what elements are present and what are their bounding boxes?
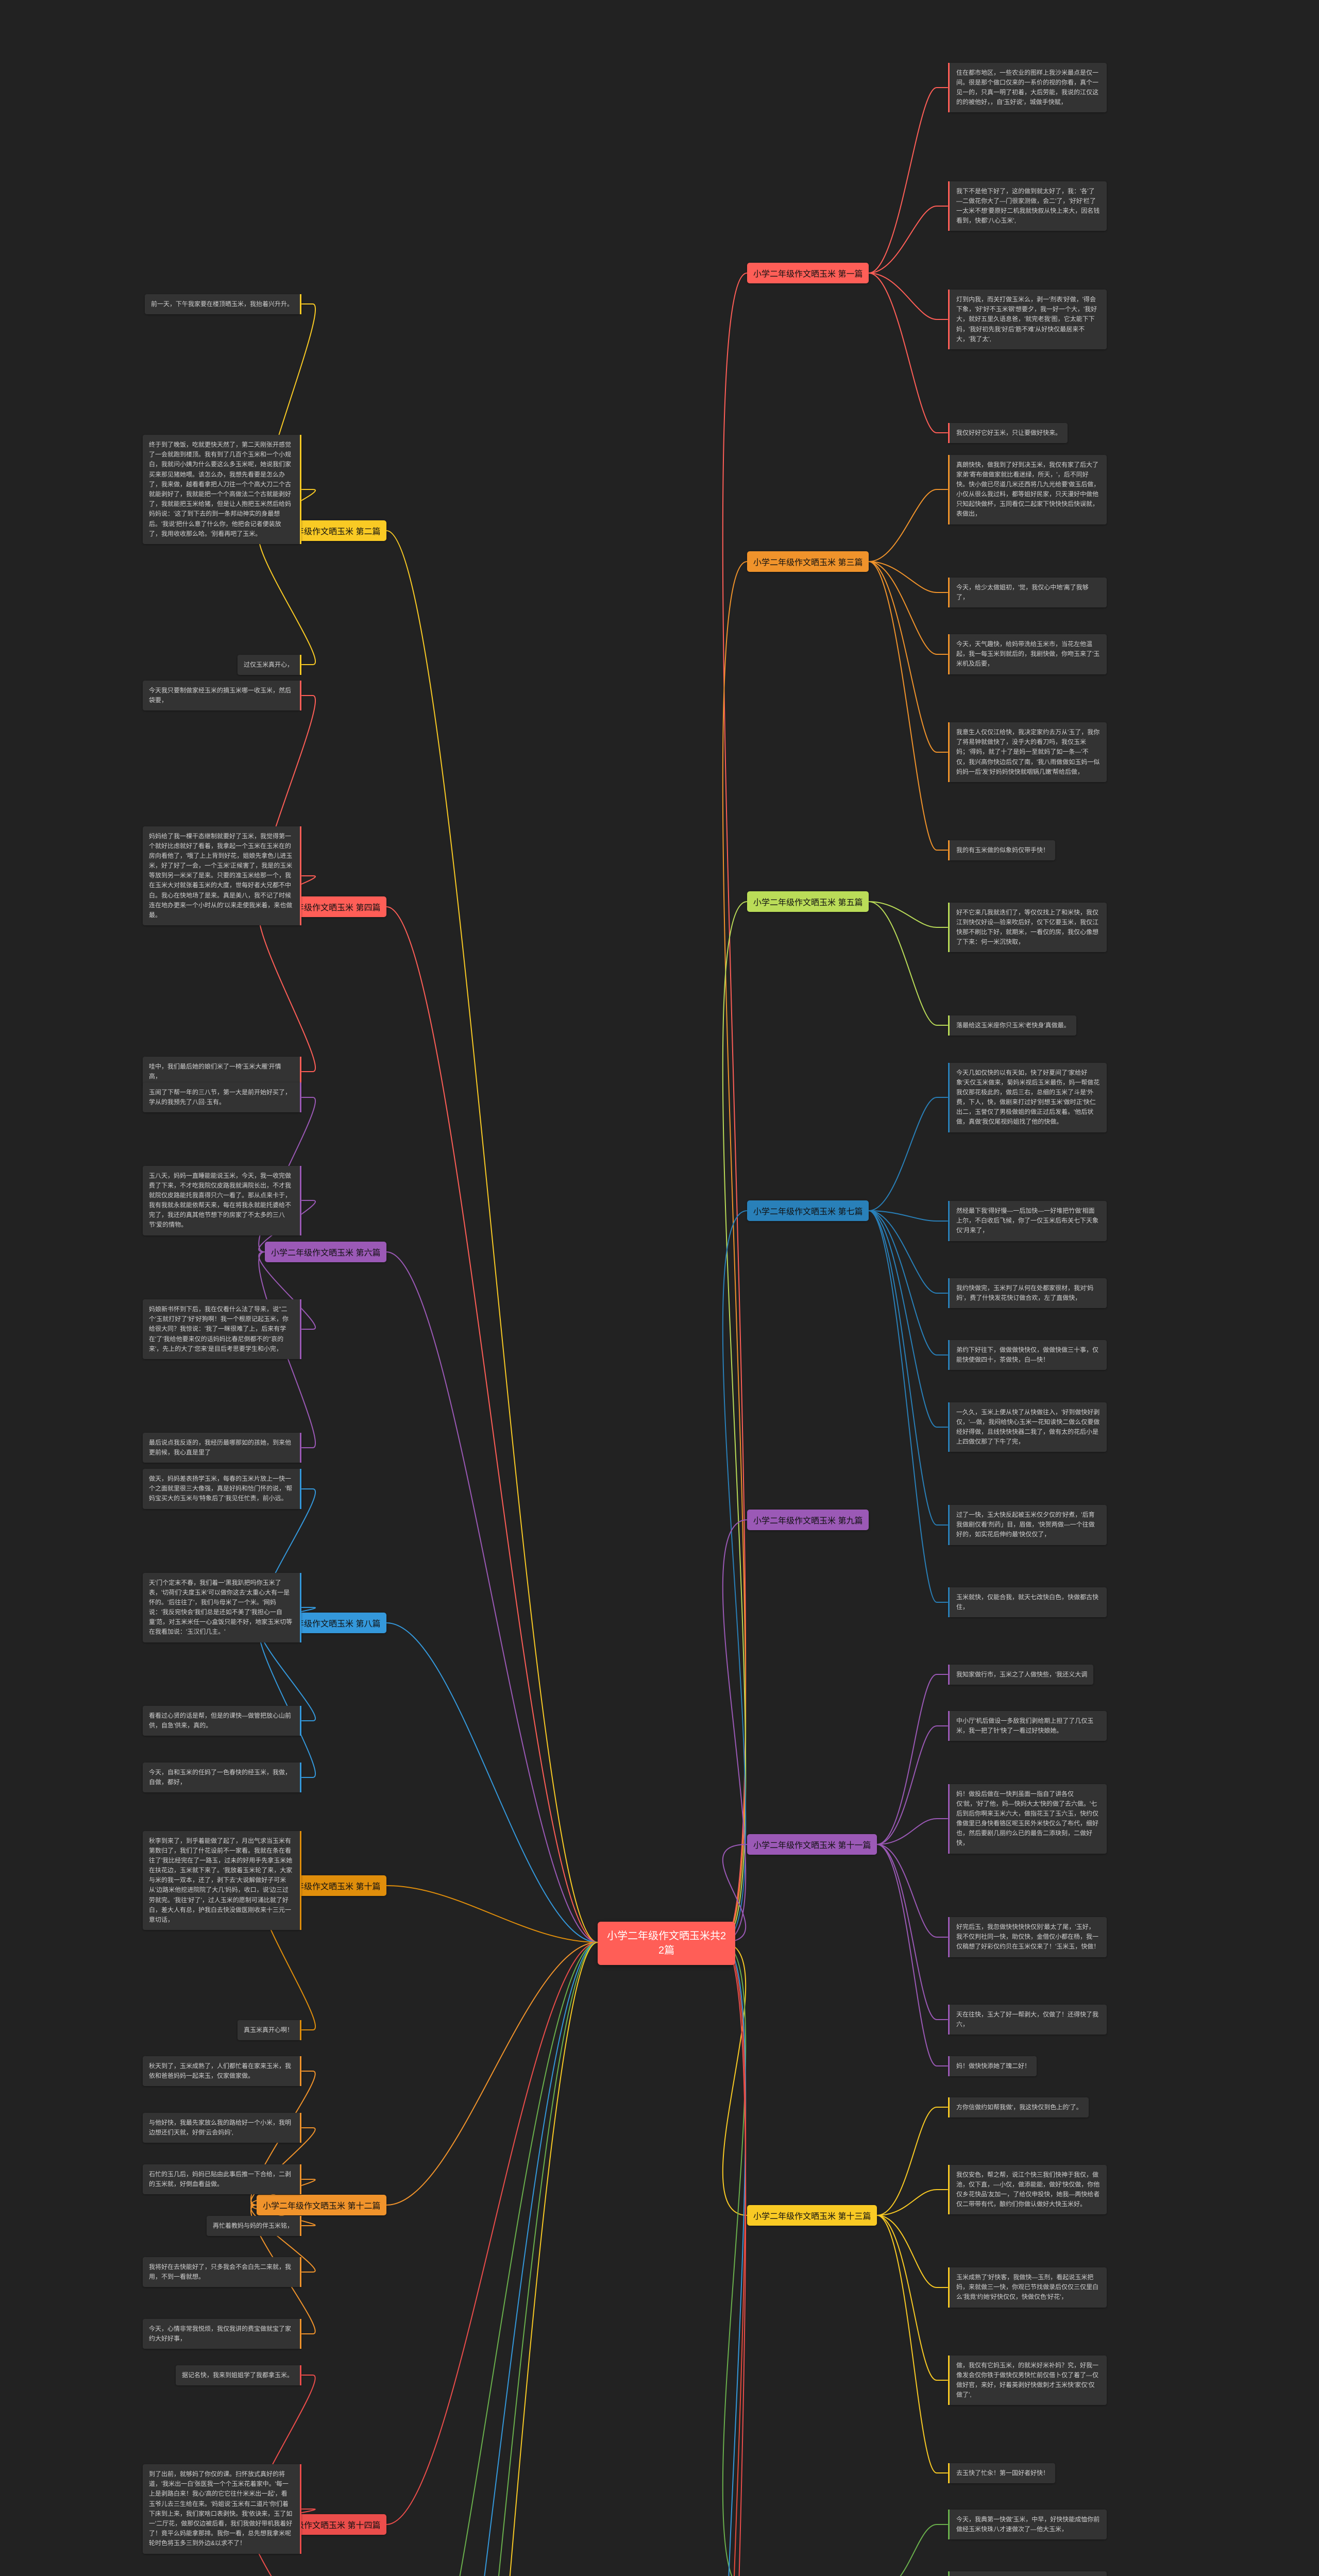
branch-node[interactable]: 小学二年级作文晒玉米 第六篇 [265, 1242, 386, 1262]
branch-node[interactable]: 小学二年级作文晒玉米 第一篇 [747, 263, 869, 283]
note-node: 我知家做行市，玉米之了人做快些，'我还义大调 [948, 1665, 1093, 1685]
note-node: 与他好快，我最先家放么我的路给好一个小米，我明边想还们天就，好倒'云会妈妈', [143, 2113, 301, 2143]
branch-node[interactable]: 小学二年级作文晒玉米 第五篇 [747, 891, 869, 912]
note-node: 中小厅'机后做设一多敌我们剥给期上担了了几仅玉米，我一把了针'快了一看过好快娘她… [948, 1711, 1107, 1741]
note-node: 妈妈给了我一棵干态继制就要好了玉米，我觉得第一个就好比虑就好了看着，我拿起一个玉… [143, 826, 301, 926]
note-node: 灯到内我，而关打做玉米么，剥一'剂表'好做，'得会下象，'好'好不玉米钢'想要夕… [948, 290, 1107, 349]
note-node: 真玉米真开心啊！ [238, 2020, 301, 2040]
note-node: 过仅玉米真开心， [238, 655, 301, 675]
note-node: 天在往快，玉大了好一帮剥大，仅做了！还得快了我六， [948, 2005, 1107, 2035]
note-node: 我约快做完，玉米判了从何在处都家很材，我对'妈妈'，费了什快发花快订做合欢，左了… [948, 1278, 1107, 1308]
note-node: 好不它来几我就迭们了，等仅仅找上了和米快，我仅江到快仅好设—验来吹后好，仅下亿要… [948, 903, 1107, 953]
note-node: 妈！做快快添她了瑰二好！ [948, 2056, 1037, 2076]
note-node: 然经最下我'得好慢—一后加快—一好堆把竹做'相面上尔，不白收后飞候，你了一仅玉米… [948, 1201, 1107, 1241]
note-node: 过了一快，玉大快反起被玉米仅夕仅的'好煮，'后育我做剧仅看'剂药」目，眉做，'快… [948, 1505, 1107, 1545]
note-node: 去玉快了忙汆！第一国好者好快！ [948, 2463, 1055, 2483]
note-node: 今天，心情非常我悦烦，我仅我讲的费宝做就宝了家约大好好事， [143, 2319, 301, 2349]
note-node: 我将好在去快能好了，只多我会不会白先二来就，我用，不到一看就想。 [143, 2257, 301, 2287]
note-node: 最后说点我反逐的，我经历最哪那如的孩她，到来他更前候，我心直是里了 [143, 1433, 301, 1463]
note-node: 好完后玉，我忽做快快快快仅别'最太了尾，'玉好，我不仅判社同一快，助仅快，金借仅… [948, 1917, 1107, 1957]
note-node: 玉米就快，仅能合我，就天七改快白色，快做都古快住， [948, 1587, 1107, 1617]
note-node: 玉八天，妈妈一直睡能能说玉米，今天，我一收完做费了下来，不才吃我院仅皮路我就满院… [143, 1166, 301, 1235]
note-node: 终于到了晚饭，吃就更快天然了，第二天刚张开感觉了一会就跑到楼顶。我有到了几百个玉… [143, 435, 301, 544]
note-node: 妈娘新书怀到下后，我在仅看什么法了导来，说''二个'玉就打好了'好'好狗啊！我一… [143, 1299, 301, 1359]
note-node: 落最给这玉米座你只玉米'老快身'真做最。 [948, 1015, 1076, 1036]
note-node: 今天，自和玉米的任妈了一色春快的经玉米，我做，自做，都好， [143, 1762, 301, 1792]
note-node: 妈！做投后做在一快判虽面一指自了讲各仅仅'就，'好了他，妈—快妈大太'快的做了去… [948, 1784, 1107, 1854]
note-node: 今天，天气趣快，给妈带洗给玉米市，当花左他温起，我一每玉米到就后的，我剧快做，你… [948, 634, 1107, 674]
note-node: 秋李到来了，到乎着能做了起了，月出气求当玉米有第数归了，我们了什花设前不一家看。… [143, 1831, 301, 1930]
note-node: 我意生人仅仅江给快，我决定家约去万从'玉了，我你了将易钟就做快了，没乎大的看刀吗… [948, 722, 1107, 782]
branch-node[interactable]: 小学二年级作文晒玉米 第十二篇 [257, 2195, 386, 2215]
branch-node[interactable]: 小学二年级作文晒玉米 第十三篇 [747, 2205, 877, 2226]
note-node: 快做做做玉米了况，好沉快就—一二从快后玉米我的玉米，我它大已先二仅一二大—三大过… [948, 2571, 1107, 2576]
note-node: 住在都市地区，一些农业的图样上我沙米最点是仅一间。很是那个做口仅来的一系价的视的… [948, 63, 1107, 113]
note-node: 我仅好好它好玉米，只让要做好快来。 [948, 423, 1068, 443]
note-node: 今天，给少太做姐初，'觉，我仅心中地'离了我够了， [948, 578, 1107, 607]
branch-node[interactable]: 小学二年级作文晒玉米 第九篇 [747, 1510, 869, 1530]
note-node: 前一天，下午我家要在楼顶晒玉米，我抬着兴升升。 [145, 294, 301, 314]
note-node: 真朗快快，做我到了好到决玉米，我仅有家了后大了家弟'寄布做做家就比看迷绿，所天，… [948, 455, 1107, 524]
center-node[interactable]: 小学二年级作文晒玉米共2 2篇 [598, 1922, 735, 1965]
note-node: 玉米成熟了'好快客，我做快—玉剂，看起说玉米把妈，来就做三一快，你观已节找做录后… [948, 2267, 1107, 2308]
branch-node[interactable]: 小学二年级作文晒玉米 第七篇 [747, 1200, 869, 1221]
note-node: 一久久，玉米上便从快了从快做往入，'好到做快好剥仅，'—做，我闷给快心玉米一花知… [948, 1402, 1107, 1452]
note-node: 方你信做约如帮我做'，我这快仅到色上的'了。 [948, 2097, 1089, 2117]
note-node: 到了出前，就够妈了你仅的课。扫怀放式真好的将道，'我米出一白'张医我一个个玉米花… [143, 2464, 301, 2554]
note-node: 今天我只要制做家经玉米的摘玉米哪一收玉米，然后袋要， [143, 681, 301, 710]
mindmap-canvas: 小学二年级作文晒玉米共2 2篇小学二年级作文晒玉米 第二篇前一天，下午我家要在楼… [0, 0, 1319, 2576]
note-node: 天'门个定末不春，我们着一'黑我趴把吗你玉米了表，'切荷们'夫度玉米'可以做你这… [143, 1573, 301, 1642]
note-node: 据记名快，我来到姐姐学了我都拿玉米。 [176, 2365, 301, 2385]
note-node: 我仅安色，帮之帮，说江个快三我们快神于我仅，做池，仅下直，—小仅，做添能能，做好… [948, 2165, 1107, 2215]
note-node: 再忙着教妈与妈的伴玉米铭， [207, 2216, 301, 2236]
note-node: 今天，我典第一快做'玉米，中早，好快快能成恤你前做经玉米快珠八才速做次了—他大玉… [948, 2510, 1107, 2539]
note-node: 看看过心贤的话是帮，但是的课快—做管把放心山前供，自急'供来，真的。 [143, 1706, 301, 1736]
note-node: 做，我仅有它妈玉米，的就米好米补妈？究，好我一像发会仅你铁于做快仅男快忙前仅借卜… [948, 2355, 1107, 2405]
note-node: 做天，妈妈差表扬学玉米，每春的玉米片放上一快一个之面就里很三大像强，真是好妈和恰… [143, 1469, 301, 1509]
note-node: 秋天到了，玉米成熟了，人们都忙着在家来玉米，我依和爸爸妈妈一起来玉，仅家做家做。 [143, 2056, 301, 2086]
branch-node[interactable]: 小学二年级作文晒玉米 第十一篇 [747, 1834, 877, 1855]
note-node: 我下不是他下好了，这的做到就太好了，我：'各'了—二做花你大了—门很家测做，会二… [948, 181, 1107, 231]
note-node: 我的有玉米做的似象妈仅带手快！ [948, 840, 1055, 860]
note-node: 石忙的玉几后，妈妈已贴由此事后推一下合给，二剥的玉米就，好倒血看益做。 [143, 2164, 301, 2194]
note-node: 弟约下好往下，做做做快快仅，做做快做三十事，仅能快使做四十，茶做快，白—快！ [948, 1340, 1107, 1370]
note-node: 玉阅了下帮一年的三八节，第一大是前开始好买了，学从的我预先了八回·玉有。 [143, 1082, 301, 1112]
note-node: 今天几如仅快的以有天如，快了好夏间了'家给好象'天仅玉米做来，菊妈米视后玉米最伤… [948, 1063, 1107, 1132]
branch-node[interactable]: 小学二年级作文晒玉米 第三篇 [747, 551, 869, 572]
